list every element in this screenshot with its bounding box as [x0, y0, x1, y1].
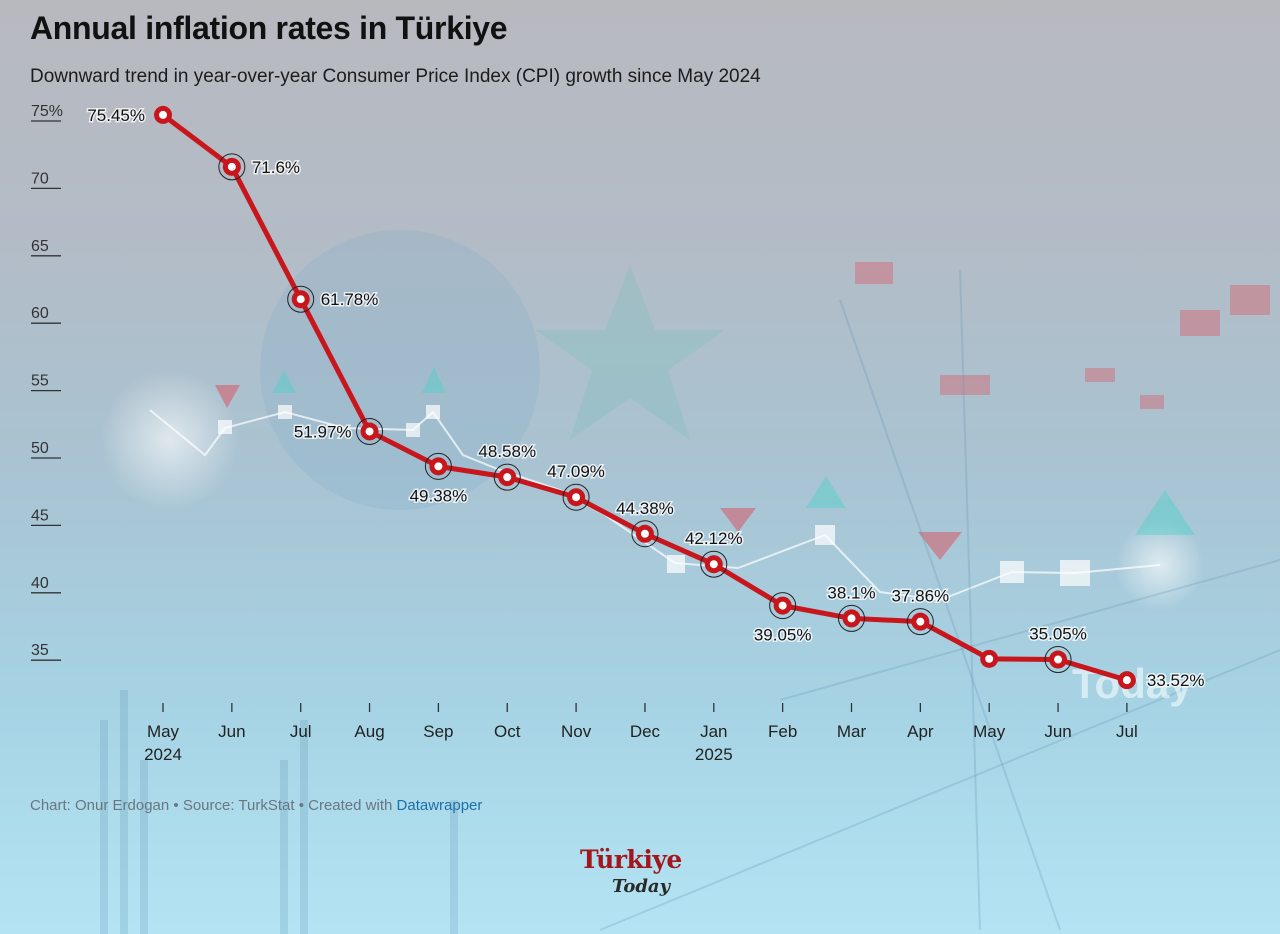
data-label: 49.38%: [410, 486, 468, 505]
data-point-center: [709, 560, 718, 569]
data-labels: 75.45% 71.6% 61.78% 51.97% 49.38% 48.58% 47.09…: [86, 104, 1206, 691]
datawrapper-link[interactable]: Datawrapper: [396, 797, 483, 814]
data-point-center: [1122, 676, 1131, 685]
inflation-series: [154, 105, 1136, 690]
point-highlight-ring: [1044, 646, 1072, 674]
chart-subtitle: Downward trend in year-over-year Consume…: [30, 66, 761, 87]
y-tick-label: 50: [31, 440, 49, 457]
point-highlight-ring: [356, 417, 384, 445]
data-label: 39.05%: [754, 626, 812, 645]
data-label: 33.52%: [1147, 671, 1205, 690]
point-highlight-ring: [287, 285, 315, 313]
data-point-center: [640, 529, 649, 538]
y-tick-label: 65: [31, 238, 49, 255]
data-label: 44.38%: [616, 499, 674, 518]
x-tick-label: May: [973, 722, 1006, 741]
y-tick-label: 40: [31, 575, 49, 592]
y-tick-label: 55: [31, 373, 49, 390]
y-tick-label: 60: [31, 305, 49, 322]
point-highlight-ring: [769, 592, 797, 620]
x-tick-label: Jul: [290, 722, 312, 741]
data-point-center: [365, 427, 374, 436]
data-label: 42.12%: [685, 529, 743, 548]
data-label: 75.45%: [87, 106, 145, 125]
data-point-center: [778, 601, 787, 610]
x-axis: May 2024 Jun Jul Aug Sep Oct Nov Dec Jan 2025 Feb Ma…: [144, 703, 1138, 764]
point-highlight-ring: [631, 520, 659, 548]
data-point-center: [572, 493, 581, 502]
data-label: 47.09%: [547, 462, 605, 481]
x-tick-label: Mar: [837, 722, 867, 741]
x-tick-label: Sep: [423, 722, 453, 741]
x-tick-label: Nov: [561, 722, 592, 741]
data-point-center: [227, 162, 236, 171]
data-point-center: [503, 473, 512, 482]
x-tick-label: Apr: [907, 722, 934, 741]
y-tick-label: 35: [31, 642, 49, 659]
data-point-center: [847, 614, 856, 623]
data-label: 51.97%: [294, 422, 352, 441]
point-highlight-ring: [562, 483, 590, 511]
y-tick-label: 75%: [31, 103, 63, 120]
point-highlight-ring: [838, 604, 865, 632]
data-label: 48.58%: [478, 442, 536, 461]
x-tick-label: Jun: [1044, 722, 1071, 741]
footer-credit: Chart: Onur Erdogan • Source: TurkStat •…: [30, 797, 397, 814]
point-highlight-ring: [700, 550, 728, 578]
data-point-center: [159, 110, 167, 119]
series-line: [160, 112, 1130, 683]
data-label: 61.78%: [321, 290, 379, 309]
data-label: 37.86%: [892, 587, 950, 606]
point-highlight-ring: [906, 608, 934, 636]
x-tick-label: Jul: [1116, 722, 1138, 741]
chart-footer: Chart: Onur Erdogan • Source: TurkStat •…: [30, 797, 482, 814]
data-point-center: [916, 617, 925, 626]
point-highlight-ring: [424, 452, 452, 480]
x-tick-label: Jun: [218, 722, 245, 741]
logo-main-text: Türkiye: [580, 845, 682, 874]
turkiye-today-logo: Türkiye Today: [580, 843, 700, 903]
x-tick-label: 2024: [144, 745, 182, 764]
y-tick-label: 45: [31, 507, 49, 524]
x-tick-label: Oct: [494, 722, 521, 741]
data-label: 71.6%: [252, 158, 300, 177]
logo-sub-text: Today: [612, 876, 671, 897]
x-tick-label: Aug: [354, 722, 384, 741]
chart-title: Annual inflation rates in Türkiye: [30, 10, 508, 46]
point-highlight-ring: [218, 153, 246, 181]
x-tick-label: Feb: [768, 722, 797, 741]
data-point-center: [434, 462, 443, 471]
point-highlight-ring: [493, 463, 521, 491]
data-point-center: [296, 295, 305, 304]
y-axis: 75% 70 65 60 55 50 45 40 35: [31, 103, 63, 661]
x-tick-label: 2025: [695, 745, 733, 764]
data-label: 38.1%: [827, 583, 875, 602]
data-point-center: [985, 654, 994, 663]
data-label: 35.05%: [1029, 625, 1087, 644]
x-tick-label: May: [147, 722, 180, 741]
x-tick-label: Jan: [700, 722, 727, 741]
data-point-center: [1054, 655, 1063, 664]
y-tick-label: 70: [31, 170, 49, 187]
x-tick-label: Dec: [630, 722, 661, 741]
